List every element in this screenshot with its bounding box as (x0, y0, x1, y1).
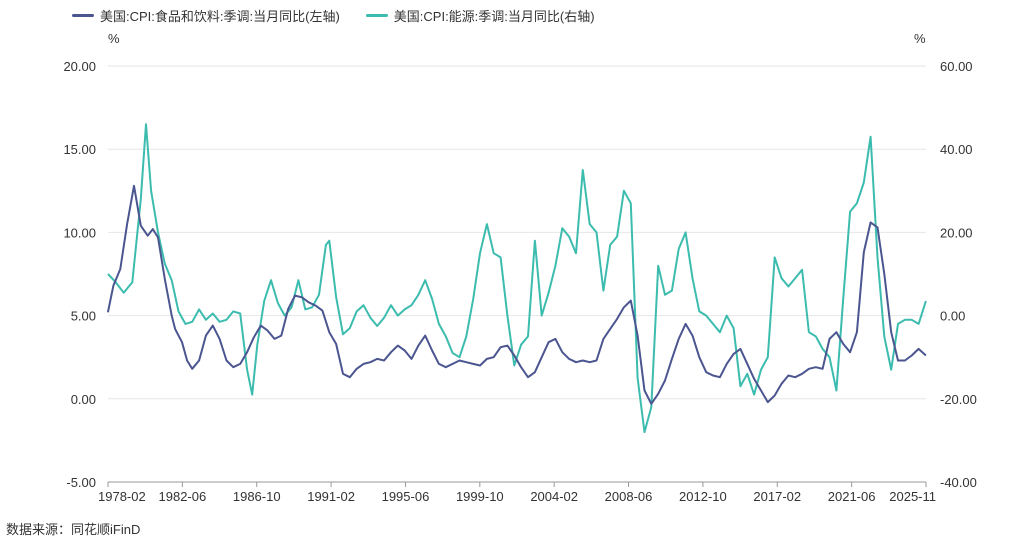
series-line-food[interactable] (106, 184, 927, 405)
legend: 美国:CPI:食品和饮料:季调:当月同比(左轴) 美国:CPI:能源:季调:当月… (72, 6, 595, 25)
series-line-energy[interactable] (107, 123, 927, 434)
x-tick-label: 1982-06 (159, 489, 207, 504)
y-left-tick-label: 20.00 (63, 59, 96, 74)
x-tick-label: 2021-06 (828, 489, 876, 504)
x-tick-label: 1991-02 (307, 489, 355, 504)
x-tick-label: 2012-10 (679, 489, 727, 504)
axis-layer: % % 20.00 60.00 15.00 40.00 10.00 20.00 5.00 0.… (63, 31, 976, 504)
legend-label-food: 美国:CPI:食品和饮料:季调:当月同比(左轴) (100, 9, 340, 24)
y-left-tick-label: 10.00 (63, 225, 96, 240)
legend-item-food[interactable]: 美国:CPI:食品和饮料:季调:当月同比(左轴) (72, 6, 340, 25)
y-right-tick-label: -20.00 (940, 392, 977, 407)
y-right-tick-label: 60.00 (940, 59, 973, 74)
legend-label-energy: 美国:CPI:能源:季调:当月同比(右轴) (393, 9, 595, 24)
legend-swatch-energy (365, 14, 388, 17)
y-left-tick-label: 0.00 (71, 392, 96, 407)
grid-layer (108, 65, 926, 483)
x-tick-label: 2017-02 (753, 489, 801, 504)
y-right-tick-label: 40.00 (940, 142, 973, 157)
series-layer (106, 123, 927, 434)
y-left-unit: % (108, 31, 120, 46)
x-tick-label: 1978-02 (98, 489, 146, 504)
x-tick-label: 2004-02 (530, 489, 578, 504)
x-tick-label: 2008-06 (605, 489, 653, 504)
x-tick-label: 2025-11 (889, 489, 936, 504)
legend-item-energy[interactable]: 美国:CPI:能源:季调:当月同比(右轴) (365, 6, 595, 25)
x-tick-label: 1986-10 (233, 489, 281, 504)
y-left-tick-label: 5.00 (71, 309, 96, 324)
source-note: 数据来源：同花顺iFinD (6, 522, 141, 537)
legend-swatch-food (72, 14, 94, 17)
y-left-tick-label: 15.00 (63, 142, 96, 157)
y-right-unit: % (914, 31, 926, 46)
x-tick-label: 1995-06 (382, 489, 430, 504)
y-right-tick-label: 0.00 (940, 309, 965, 324)
y-left-tick-label: -5.00 (66, 475, 96, 490)
y-right-tick-label: -40.00 (940, 475, 977, 490)
x-tick-label: 1999-10 (456, 489, 504, 504)
y-right-tick-label: 20.00 (940, 225, 973, 240)
